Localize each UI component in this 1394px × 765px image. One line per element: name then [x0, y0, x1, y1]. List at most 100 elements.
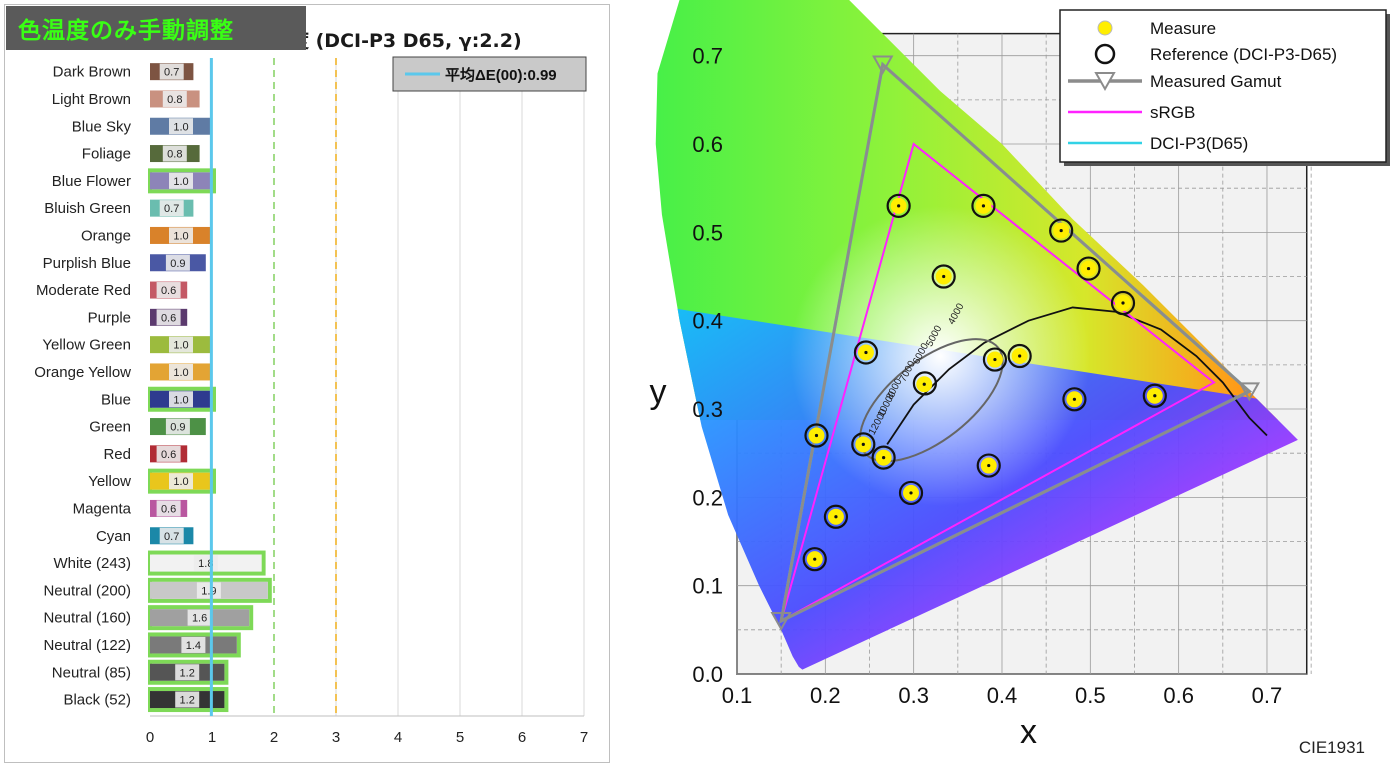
category-label: Light Brown: [52, 91, 131, 108]
reference-point: [1007, 343, 1032, 369]
bar-label-bg: [156, 500, 181, 517]
x-tick-label: 0.4: [987, 683, 1018, 708]
category-label: Magenta: [73, 500, 132, 517]
category-label: Purple: [88, 309, 131, 326]
x-tick-label: 0.1: [722, 683, 753, 708]
reference-point: [886, 193, 911, 218]
y-tick-label: 0.7: [692, 44, 723, 69]
x-axis-label: x: [1020, 713, 1037, 751]
measure-point-center: [864, 350, 868, 355]
chart-title: 度 (DCI-P3 D65, γ:2.2): [290, 30, 522, 52]
legend-label: DCI-P3(D65): [1150, 134, 1248, 153]
measure-point-center: [987, 463, 991, 468]
reference-point: [1076, 256, 1101, 281]
gamut-vertex-marker: [1238, 382, 1261, 402]
measure-point-center: [834, 515, 838, 519]
bar-value-label: 0.6: [161, 312, 176, 324]
bar-label-bg: [162, 145, 187, 162]
measure-point-center: [1059, 228, 1063, 233]
measure-point-center: [942, 274, 946, 279]
bar-label-bg: [187, 609, 212, 626]
bar-label-bg: [162, 90, 187, 107]
bar-value-label: 0.8: [167, 149, 182, 161]
measure-point-center: [1072, 397, 1077, 401]
cct-ellipse: [858, 338, 1004, 463]
reference-point: [898, 480, 924, 506]
bar-value-label: 0.7: [164, 67, 179, 79]
white-point-glow: [790, 206, 1091, 507]
bar-label-bg: [169, 473, 193, 490]
bar-label-bg: [156, 309, 181, 326]
bar-value-label: 0.6: [161, 285, 176, 297]
category-label: Purplish Blue: [43, 255, 131, 272]
bar-value-label: 1.0: [173, 394, 188, 406]
x-tick-label: 1: [208, 729, 216, 746]
legend-label: Measured Gamut: [1150, 72, 1282, 91]
measure-point-center: [882, 455, 886, 460]
bar-value-label: 1.9: [201, 585, 216, 597]
reference-point: [976, 453, 1001, 478]
legend-label: Reference (DCI-P3-D65): [1150, 45, 1337, 64]
category-label: Blue Sky: [72, 118, 132, 135]
category-label: Red: [103, 446, 131, 463]
category-label: Cyan: [96, 528, 131, 545]
y-tick-label: 0.0: [692, 662, 723, 687]
x-tick-label: 6: [518, 729, 526, 746]
category-label: Moderate Red: [36, 282, 131, 299]
delta-e-chart-panel: [4, 4, 610, 763]
reference-point: [802, 547, 827, 572]
bar-value-label: 0.9: [170, 258, 185, 270]
planckian-locus: [886, 306, 1268, 445]
bar-value-label: 1.0: [173, 367, 188, 379]
y-tick-label: 0.6: [692, 132, 723, 157]
reference-point: [971, 193, 996, 218]
legend-label: Measure: [1150, 19, 1216, 38]
bar-value-label: 0.7: [164, 203, 179, 215]
reference-point: [823, 504, 849, 529]
reference-point: [804, 423, 829, 448]
legend-swatch-measure: [1097, 20, 1113, 36]
bar-label-bg: [159, 527, 184, 544]
bar-label-bg: [169, 118, 193, 135]
legend-label: 平均ΔE(00):0.99: [445, 66, 557, 84]
x-tick-label: 2: [270, 729, 278, 746]
reference-point: [871, 445, 896, 470]
category-label: White (243): [53, 555, 131, 572]
bar-value-label: 1.4: [186, 640, 201, 652]
x-tick-label: 0: [146, 729, 154, 746]
bar-value-label: 1.0: [173, 476, 188, 488]
srgb-gamut: [779, 142, 1216, 624]
category-label: Blue Flower: [52, 173, 131, 190]
measure-point-center: [1121, 301, 1125, 305]
y-tick-label: 0.2: [692, 485, 723, 510]
category-label: Blue: [101, 391, 131, 408]
measure-point-center: [813, 557, 817, 561]
category-label: Neutral (200): [43, 582, 131, 599]
bar-label-bg: [165, 254, 190, 271]
measure-point-center: [897, 204, 901, 208]
bar-label-bg: [196, 582, 221, 599]
y-tick-label: 0.1: [692, 574, 723, 599]
measure-point-center: [922, 382, 926, 386]
delta-e-bar-chart: Dark Brown 0.7 Light Brown 0.8 Blue Sky 1.0 Fo…: [34, 56, 588, 746]
bar-value-label: 1.6: [192, 613, 207, 625]
reference-point: [1049, 218, 1074, 243]
measure-point-center: [909, 491, 913, 495]
x-tick-label: 4: [394, 729, 402, 746]
bar-value-label: 1.8: [198, 558, 213, 570]
reference-point: [1110, 290, 1136, 316]
y-tick-label: 0.5: [692, 220, 723, 245]
bar-value-label: 1.0: [173, 121, 188, 133]
category-label: Orange: [81, 227, 131, 244]
x-tick-label: 3: [332, 729, 340, 746]
reference-point: [982, 347, 1008, 372]
category-label: Neutral (160): [43, 610, 131, 627]
x-tick-label: 0.5: [1075, 683, 1106, 708]
category-label: Bluish Green: [44, 200, 131, 217]
gamut-vertex-marker: [872, 55, 894, 75]
measure-point-center: [861, 442, 865, 446]
bar-value-label: 0.6: [161, 449, 176, 461]
category-label: Dark Brown: [53, 64, 131, 81]
bar-value-label: 0.9: [170, 422, 185, 434]
